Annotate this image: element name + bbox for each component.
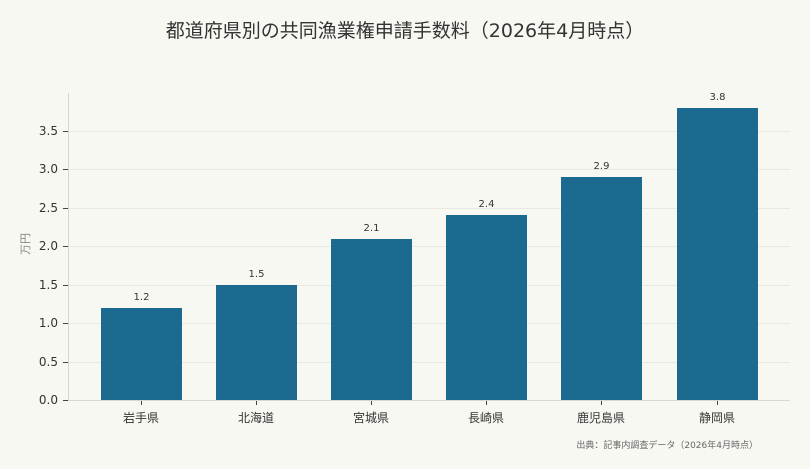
x-axis-line [68,400,790,401]
gridline [68,169,790,170]
gridline [68,246,790,247]
bar-iwate [101,308,182,400]
y-tick [63,362,68,363]
x-tick-label: 鹿児島県 [576,411,625,425]
y-tick [63,169,68,170]
y-axis-line [68,93,69,401]
gridline [68,362,790,363]
bar-miyagi [331,239,412,400]
gridline [68,285,790,286]
bar-hokkaido [216,285,297,400]
gridline [68,323,790,324]
bar-value-label: 1.2 [133,292,150,303]
y-tick [63,131,68,132]
x-tick [486,401,487,405]
y-tick-label: 1.5 [38,278,58,292]
y-tick-label: 3.5 [38,124,58,138]
gridline [68,208,790,209]
bar-value-label: 2.1 [363,223,380,234]
source-note: 出典：記事内調査データ（2026年4月時点） [576,441,758,451]
bar-shizuoka [677,108,758,400]
y-tick-label: 2.5 [38,201,58,215]
bar-kagoshima [561,177,642,400]
bar-value-label: 2.9 [593,161,610,172]
y-tick [63,208,68,209]
y-tick-label: 3.0 [38,162,58,176]
x-tick [141,401,142,405]
y-axis-title: 万円 [19,233,32,255]
x-tick-label: 長崎県 [467,411,504,425]
y-tick [63,323,68,324]
x-tick-label: 岩手県 [122,411,159,425]
bar-nagasaki [446,215,527,400]
x-tick-label: 北海道 [237,411,274,425]
gridline [68,131,790,132]
bar-value-label: 3.8 [709,92,726,103]
chart-title: 都道府県別の共同漁業権申請手数料（2026年4月時点） [165,20,645,42]
x-tick-label: 静岡県 [698,411,735,425]
x-tick [256,401,257,405]
x-tick-label: 宮城県 [352,411,389,425]
y-tick-label: 2.0 [38,239,58,253]
y-tick-label: 0.0 [38,393,58,407]
bar-value-label: 2.4 [478,199,495,210]
y-tick [63,400,68,401]
bar-value-label: 1.5 [248,269,265,280]
y-tick [63,285,68,286]
y-tick [63,246,68,247]
x-tick [371,401,372,405]
y-tick-label: 0.5 [38,355,58,369]
y-tick-label: 1.0 [38,316,58,330]
x-tick [717,401,718,405]
x-tick [601,401,602,405]
